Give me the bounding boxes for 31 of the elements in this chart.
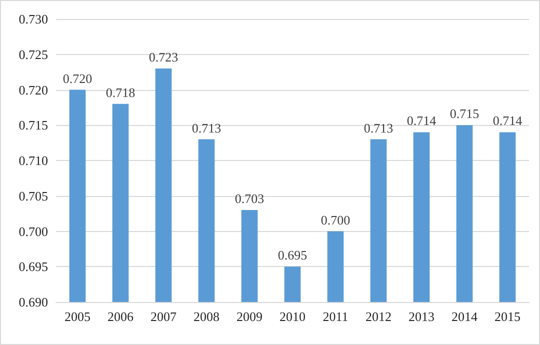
- data-label: 0.718: [106, 84, 136, 100]
- x-tick-label: 2007: [150, 309, 177, 324]
- x-tick-label: 2010: [280, 309, 306, 324]
- x-tick-label: 2011: [322, 309, 348, 324]
- y-tick-label: 0.725: [18, 46, 48, 62]
- x-tick-label: 2013: [408, 309, 434, 324]
- data-label: 0.695: [278, 248, 308, 263]
- data-label: 0.715: [450, 106, 480, 122]
- data-label: 0.723: [148, 50, 178, 65]
- data-label: 0.720: [62, 70, 92, 86]
- data-label: 0.713: [192, 120, 222, 136]
- data-label: 0.714: [492, 113, 523, 128]
- y-tick-label: 0.715: [18, 118, 48, 133]
- x-tick-label: 2012: [366, 309, 392, 324]
- x-tick-label: 2015: [494, 309, 520, 324]
- y-tick-label: 0.690: [18, 294, 48, 310]
- y-tick-label: 0.710: [18, 153, 48, 168]
- x-tick-label: 2009: [236, 309, 262, 324]
- data-label: 0.700: [320, 212, 350, 228]
- data-label: 0.703: [234, 191, 264, 206]
- x-tick-label: 2008: [194, 309, 220, 324]
- data-label: 0.713: [364, 120, 394, 136]
- x-tick-label: 2014: [452, 309, 478, 324]
- y-tick-label: 0.730: [18, 12, 48, 26]
- y-tick-label: 0.700: [18, 224, 48, 239]
- y-tick-label: 0.705: [18, 188, 48, 204]
- x-tick-label: 2006: [108, 309, 134, 324]
- y-tick-label: 0.695: [18, 259, 48, 274]
- y-tick-label: 0.720: [18, 82, 48, 98]
- x-tick-label: 2005: [64, 309, 90, 324]
- data-label: 0.714: [406, 113, 437, 128]
